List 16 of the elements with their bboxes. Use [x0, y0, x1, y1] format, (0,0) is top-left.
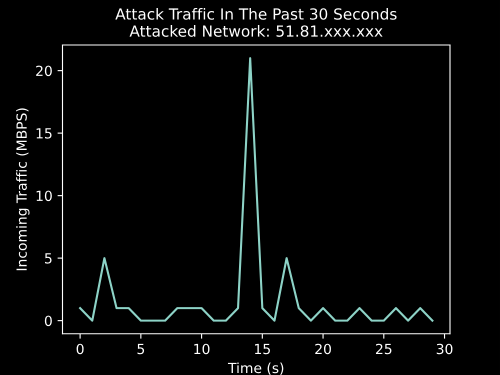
x-tick-label: 0	[76, 344, 84, 354]
x-tick-label: 20	[315, 344, 331, 354]
y-axis-title: Incoming Traffic (MBPS)	[16, 108, 30, 270]
y-tick-label: 0	[44, 316, 52, 326]
y-tick-label: 10	[36, 190, 52, 202]
x-tick-label: 10	[194, 344, 210, 354]
x-tick-label: 25	[376, 344, 392, 354]
y-tick-label: 15	[36, 128, 52, 139]
chart-title: Attack Traffic In The Past 30 Seconds Attacked Network: 51.81.xxx.xxx	[115, 8, 397, 37]
x-tick-label: 30	[436, 344, 452, 354]
y-tick-label: 5	[45, 253, 52, 264]
x-tick-label: 5	[138, 344, 144, 354]
x-axis-title: Time (s)	[228, 362, 284, 375]
x-tick-label: 15	[255, 344, 270, 354]
line-series	[79, 57, 434, 322]
y-tick-label: 20	[36, 66, 52, 76]
